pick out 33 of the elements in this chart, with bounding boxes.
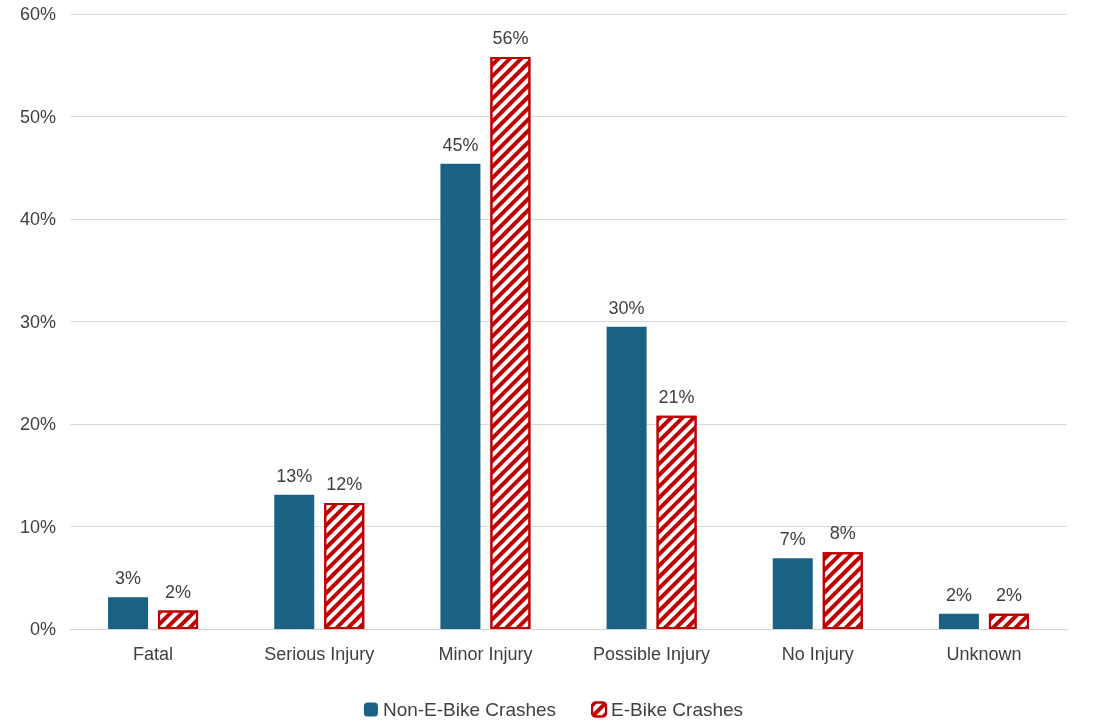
bar bbox=[108, 597, 149, 629]
data-label: 30% bbox=[608, 297, 645, 318]
data-label: 2% bbox=[995, 584, 1022, 605]
data-label: 45% bbox=[442, 134, 479, 155]
x-tick-label: No Injury bbox=[781, 644, 854, 664]
data-label: 13% bbox=[276, 465, 313, 486]
bar bbox=[606, 326, 647, 629]
x-tick-label: Possible Injury bbox=[593, 644, 711, 664]
data-label: 2% bbox=[945, 584, 972, 605]
bar bbox=[772, 558, 813, 629]
data-label: 2% bbox=[165, 581, 192, 602]
y-tick-label: 20% bbox=[19, 414, 56, 434]
data-label: 3% bbox=[115, 568, 142, 589]
x-tick-label: Unknown bbox=[946, 644, 1022, 664]
data-label: 12% bbox=[326, 473, 363, 494]
x-tick-label: Serious Injury bbox=[264, 644, 375, 664]
bar bbox=[938, 613, 979, 629]
y-tick-label: 10% bbox=[19, 516, 56, 537]
y-tick-label: 60% bbox=[19, 4, 56, 24]
data-label: 8% bbox=[829, 523, 856, 544]
legend-label: E-Bike Crashes bbox=[611, 699, 744, 720]
y-tick-label: 30% bbox=[19, 311, 56, 332]
y-tick-label: 0% bbox=[29, 619, 56, 639]
x-tick-label: Minor Injury bbox=[438, 644, 533, 664]
bar bbox=[440, 163, 481, 629]
data-label: 7% bbox=[779, 529, 806, 550]
data-label: 56% bbox=[492, 28, 529, 49]
y-tick-label: 50% bbox=[19, 106, 56, 127]
data-label: 21% bbox=[658, 386, 695, 407]
bar bbox=[274, 494, 315, 629]
legend-label: Non-E-Bike Crashes bbox=[382, 699, 557, 720]
y-tick-label: 40% bbox=[19, 209, 56, 229]
x-tick-label: Fatal bbox=[133, 644, 174, 664]
